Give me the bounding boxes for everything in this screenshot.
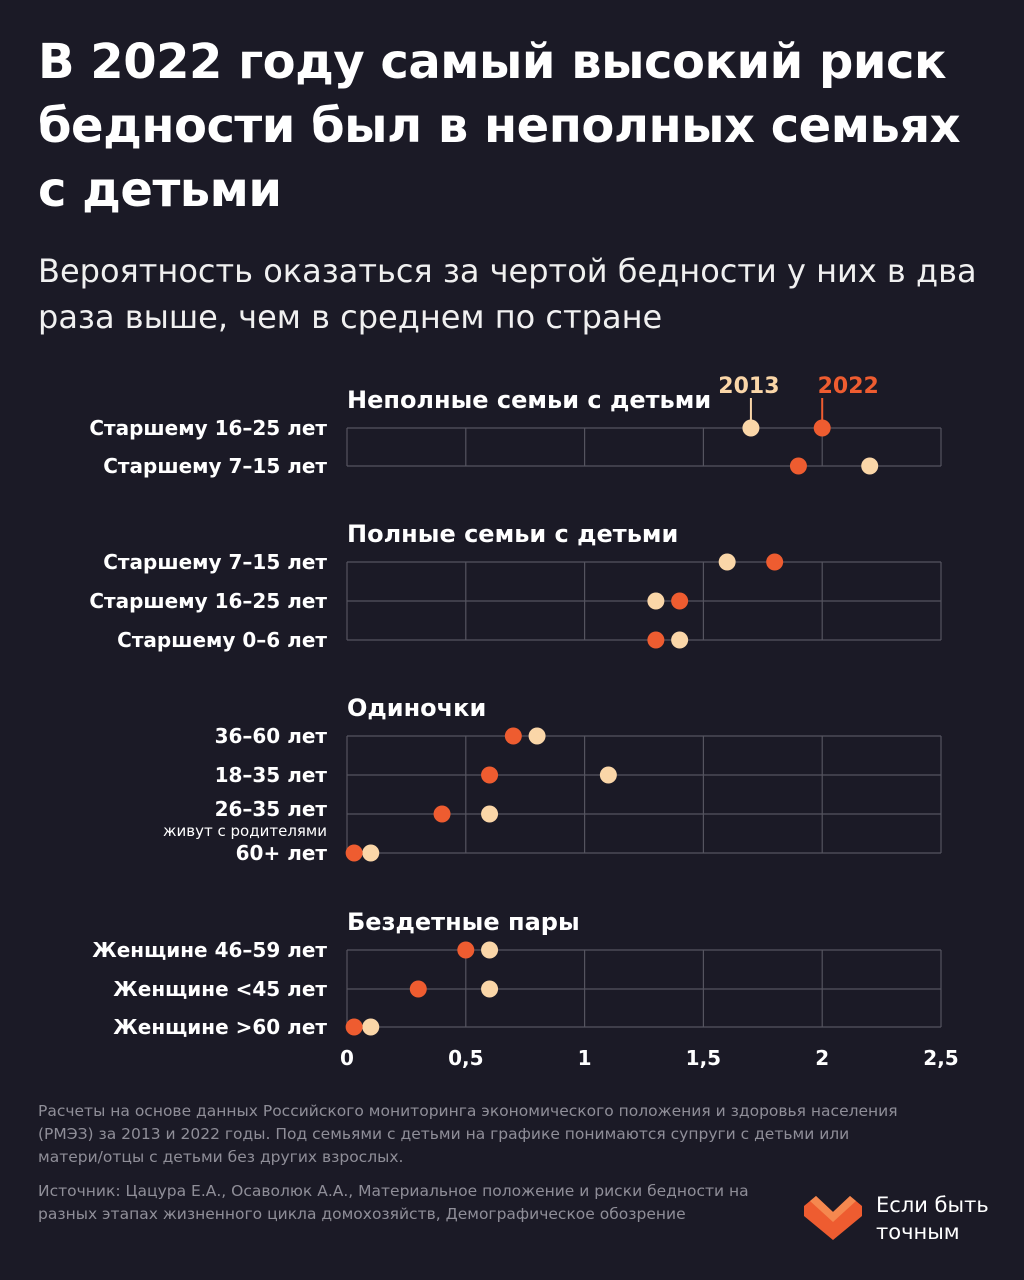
dot-2013 — [481, 980, 499, 998]
dot-2013 — [647, 592, 665, 610]
x-tick-label: 2 — [815, 1046, 829, 1070]
dot-2013 — [362, 844, 380, 862]
legend-2022: 2022 — [818, 374, 879, 399]
dot-2013 — [599, 766, 617, 784]
page-subtitle: Вероятность оказаться за чертой бедности… — [38, 252, 977, 336]
dot-2022 — [766, 553, 784, 571]
row-label: 60+ лет — [236, 841, 328, 865]
x-tick-label: 1,5 — [686, 1046, 721, 1070]
group-title: Неполные семьи с детьми — [347, 386, 711, 414]
row-label: Старшему 0–6 лет — [117, 628, 327, 652]
dot-2013 — [742, 419, 760, 437]
group-title: Бездетные пары — [347, 908, 580, 936]
method-note: Расчеты на основе данных Российского мон… — [38, 1102, 898, 1166]
heart-logo-icon — [804, 1196, 862, 1240]
brand-name: Если быть точным — [876, 1193, 989, 1244]
row-label: 18–35 лет — [215, 763, 328, 787]
row-label: 36–60 лет — [215, 724, 328, 748]
row-label: 26–35 лет — [215, 797, 328, 821]
dot-2022 — [647, 631, 665, 649]
x-tick-label: 1 — [578, 1046, 592, 1070]
row-label: Старшему 7–15 лет — [103, 454, 327, 478]
dot-2022 — [457, 941, 475, 959]
brand-block[interactable]: Если быть точным — [800, 1190, 1010, 1250]
dot-2022 — [345, 1018, 363, 1036]
page-title: В 2022 году самый высокий риск бедности … — [38, 34, 961, 218]
group-title: Полные семьи с детьми — [347, 520, 678, 548]
row-label: Женщине 46–59 лет — [92, 938, 327, 962]
dot-2013 — [671, 631, 689, 649]
row-label: Старшему 16–25 лет — [89, 416, 327, 440]
dot-2022 — [481, 766, 499, 784]
row-label: Женщине <45 лет — [113, 977, 327, 1001]
dot-plot-chart: Неполные семьи с детьми Старшему 16–25 ле… — [89, 374, 958, 1070]
source-note: Источник: Цацура Е.А., Осаволюк А.А., Ма… — [38, 1182, 749, 1223]
x-tick-label: 0 — [340, 1046, 354, 1070]
dot-2013 — [481, 805, 499, 823]
row-label: Старшему 16–25 лет — [89, 589, 327, 613]
dot-2022 — [409, 980, 427, 998]
dot-2013 — [362, 1018, 380, 1036]
dot-2013 — [528, 727, 546, 745]
dot-2022 — [504, 727, 522, 745]
dot-2013 — [718, 553, 736, 571]
dot-2013 — [481, 941, 499, 959]
dot-2022 — [433, 805, 451, 823]
dot-2013 — [861, 457, 879, 475]
row-label: Женщине >60 лет — [113, 1015, 327, 1039]
legend-2013: 2013 — [718, 374, 779, 399]
x-tick-label: 0,5 — [448, 1046, 483, 1070]
dot-2022 — [789, 457, 807, 475]
dot-2022 — [671, 592, 689, 610]
group-title: Одиночки — [347, 694, 486, 722]
row-label: Старшему 7–15 лет — [103, 550, 327, 574]
dot-2022 — [813, 419, 831, 437]
dot-2022 — [345, 844, 363, 862]
x-tick-label: 2,5 — [923, 1046, 958, 1070]
row-sublabel: живут с родителями — [163, 822, 327, 840]
